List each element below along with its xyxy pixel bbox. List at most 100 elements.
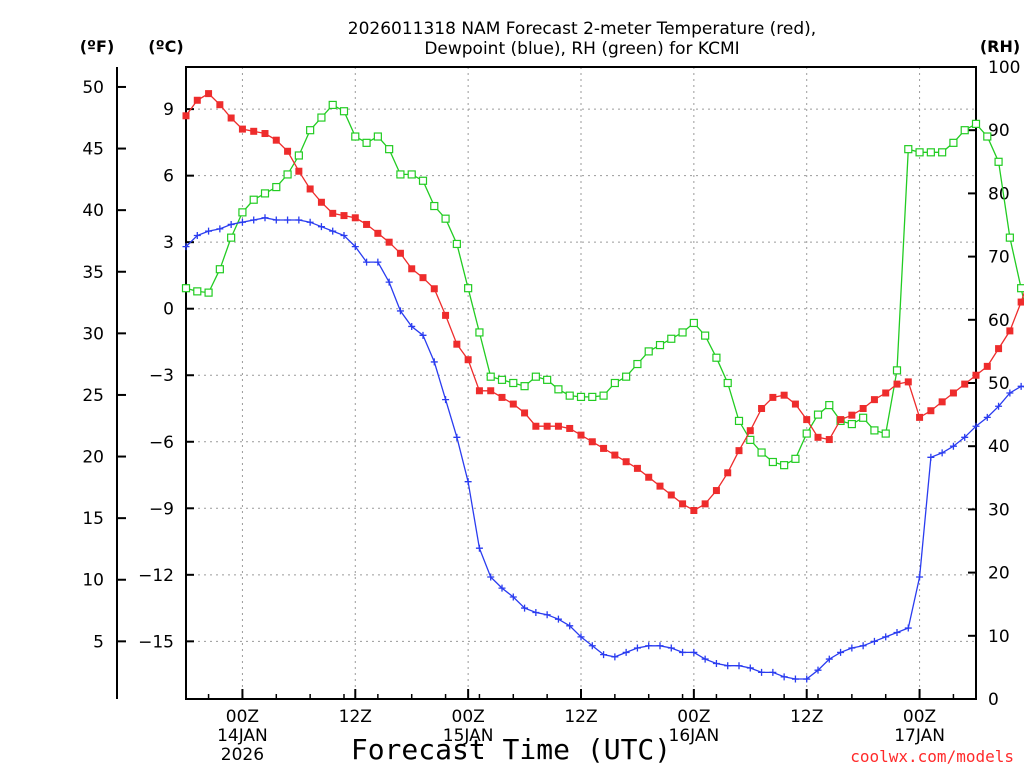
dewpoint-point bbox=[284, 216, 292, 224]
temperature-point bbox=[983, 362, 991, 370]
celsius-tick-label: −15 bbox=[138, 632, 174, 652]
fahrenheit-tick-label: 45 bbox=[82, 140, 104, 160]
rh-point bbox=[418, 176, 428, 185]
fahrenheit-tick-label: 30 bbox=[82, 324, 104, 344]
temperature-point bbox=[837, 416, 845, 424]
dewpoint-point bbox=[746, 664, 754, 672]
temperature-point bbox=[972, 371, 980, 379]
dewpoint-point bbox=[622, 648, 630, 656]
rh-point bbox=[181, 284, 191, 293]
temperature-point bbox=[814, 433, 822, 441]
rh-tick-label: 100 bbox=[988, 58, 1020, 78]
x-tick-date-label: 14JAN bbox=[217, 726, 268, 746]
rh-unit-label: (RH) bbox=[980, 37, 1020, 56]
dewpoint-point bbox=[791, 675, 799, 683]
rh-point bbox=[588, 392, 597, 402]
temperature-point bbox=[825, 436, 833, 444]
x-tick-label: 12Z bbox=[339, 707, 372, 727]
rh-point bbox=[904, 145, 913, 154]
rh-point bbox=[193, 287, 202, 296]
dewpoint-point bbox=[566, 622, 574, 630]
rh-point bbox=[622, 372, 631, 381]
temperature-point bbox=[566, 424, 574, 432]
rh-point bbox=[701, 331, 710, 340]
rh-point bbox=[802, 429, 811, 438]
rh-point bbox=[712, 353, 721, 362]
temperature-point bbox=[633, 464, 641, 472]
temperature-point bbox=[577, 431, 585, 439]
x-tick-label: 00Z bbox=[452, 707, 485, 727]
temperature-point bbox=[690, 507, 698, 515]
fahrenheit-tick-label: 5 bbox=[93, 632, 104, 652]
fahrenheit-tick-label: 10 bbox=[82, 571, 104, 591]
temperature-point bbox=[475, 387, 483, 395]
x-tick-label: 00Z bbox=[226, 707, 259, 727]
dewpoint-point bbox=[893, 628, 901, 636]
temperature-point bbox=[735, 447, 743, 455]
temperature-point bbox=[780, 391, 788, 399]
rh-point bbox=[351, 132, 360, 141]
dewpoint-point bbox=[216, 225, 224, 233]
temperature-point bbox=[385, 238, 393, 246]
temperature-point bbox=[193, 96, 201, 104]
dewpoint-point bbox=[859, 642, 867, 650]
dewpoint-point bbox=[430, 358, 438, 366]
dewpoint-point bbox=[588, 642, 596, 650]
rh-point bbox=[960, 126, 969, 135]
rh-point bbox=[396, 170, 405, 179]
rh-point bbox=[520, 382, 529, 391]
dewpoint-point bbox=[927, 453, 935, 461]
temperature-point bbox=[870, 396, 878, 404]
rh-point bbox=[294, 151, 303, 160]
temperature-point bbox=[430, 285, 438, 293]
rh-tick-label: 70 bbox=[988, 248, 1010, 268]
rh-point bbox=[260, 189, 270, 198]
rh-point bbox=[441, 214, 450, 223]
rh-point bbox=[249, 195, 258, 204]
dewpoint-point bbox=[351, 243, 359, 251]
dewpoint-point bbox=[949, 442, 957, 450]
dewpoint-point bbox=[329, 227, 337, 235]
dewpoint-point bbox=[983, 413, 991, 421]
rh-point bbox=[215, 265, 224, 274]
temperature-point bbox=[498, 393, 506, 401]
rh-point bbox=[870, 426, 879, 435]
celsius-tick-label: −9 bbox=[149, 499, 174, 519]
rh-tick-label: 60 bbox=[988, 311, 1010, 331]
celsius-tick-label: −12 bbox=[138, 566, 174, 586]
rh-point bbox=[430, 201, 439, 211]
temperature-point bbox=[803, 416, 811, 424]
dewpoint-point bbox=[667, 644, 675, 652]
rh-point bbox=[475, 328, 484, 337]
temperature-point bbox=[250, 127, 258, 135]
chart-title-line-2: Dewpoint (blue), RH (green) for KCMI bbox=[424, 39, 739, 59]
rh-point bbox=[915, 148, 924, 157]
dewpoint-point bbox=[916, 573, 924, 581]
temperature-point bbox=[487, 387, 495, 395]
rh-point bbox=[238, 208, 247, 217]
x-tick-label: 12Z bbox=[564, 707, 597, 727]
rh-point bbox=[926, 148, 935, 157]
rh-point bbox=[554, 385, 563, 394]
temperature-point bbox=[712, 487, 720, 495]
rh-point bbox=[373, 132, 382, 141]
temperature-point bbox=[442, 311, 450, 319]
rh-point bbox=[204, 288, 213, 297]
rh-point bbox=[1005, 233, 1014, 242]
temperature-point bbox=[622, 458, 630, 466]
celsius-tick-label: 6 bbox=[163, 167, 174, 187]
rh-point bbox=[531, 372, 540, 381]
rh-point bbox=[746, 435, 755, 444]
temperature-point bbox=[882, 389, 890, 397]
temperature-point bbox=[848, 411, 856, 419]
rh-point bbox=[328, 100, 337, 110]
rh-point bbox=[407, 170, 416, 179]
dewpoint-point bbox=[600, 651, 608, 659]
dewpoint-point bbox=[498, 584, 506, 592]
dewpoint-point bbox=[633, 644, 641, 652]
dewpoint-point bbox=[758, 668, 766, 676]
rh-point bbox=[464, 284, 473, 293]
fahrenheit-tick-label: 40 bbox=[82, 201, 104, 221]
temperature-point bbox=[679, 500, 687, 508]
fahrenheit-unit-label: (ºF) bbox=[80, 37, 115, 56]
